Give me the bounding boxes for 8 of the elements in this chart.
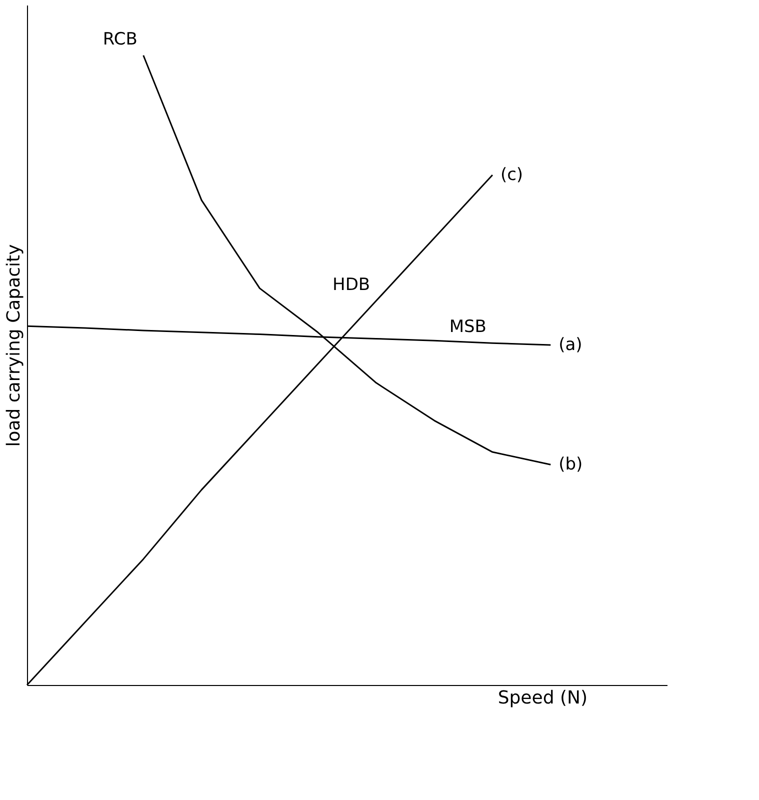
x-axis-title: Speed (N)	[498, 688, 588, 708]
series-label: RCB	[102, 29, 138, 50]
series-label: MSB	[449, 317, 486, 338]
annotation: (a)	[558, 335, 582, 355]
annotation: (b)	[558, 454, 583, 475]
y-axis-title: load carrying Capacity	[4, 244, 24, 447]
annotation: (c)	[500, 165, 524, 185]
series-label: HDB	[332, 274, 370, 295]
